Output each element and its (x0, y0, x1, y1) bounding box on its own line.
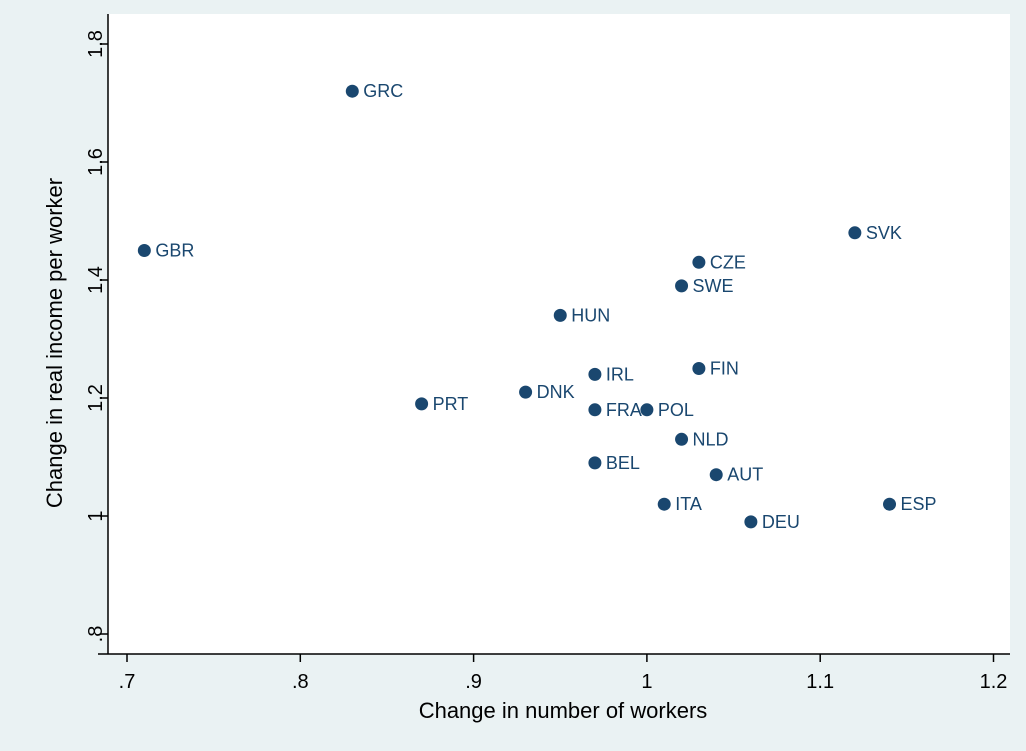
data-point-nld: NLD (675, 429, 729, 449)
data-point-fin: FIN (692, 359, 739, 379)
point-label: PRT (433, 394, 469, 414)
point-label: ITA (675, 494, 702, 514)
data-point-cze: CZE (692, 252, 746, 272)
point-marker (675, 279, 689, 293)
point-label: DEU (762, 512, 800, 532)
point-label: CZE (710, 252, 746, 272)
point-marker (744, 515, 758, 529)
point-marker (709, 468, 723, 482)
point-marker (519, 385, 533, 399)
point-marker (657, 497, 671, 511)
point-marker (553, 308, 567, 322)
point-marker (640, 403, 654, 417)
point-label: SWE (693, 276, 734, 296)
data-point-dnk: DNK (519, 382, 575, 402)
data-point-prt: PRT (415, 394, 468, 414)
data-point-esp: ESP (883, 494, 937, 514)
data-point-irl: IRL (588, 364, 634, 384)
point-marker (415, 397, 429, 411)
data-point-deu: DEU (744, 512, 800, 532)
x-axis-title: Change in number of workers (419, 698, 708, 723)
point-label: IRL (606, 364, 634, 384)
point-marker (588, 367, 602, 381)
y-tick-label: 1.8 (85, 30, 107, 58)
point-marker (588, 403, 602, 417)
y-axis-title: Change in real income per worker (42, 178, 67, 508)
plot-area (108, 14, 1010, 654)
data-point-bel: BEL (588, 453, 640, 473)
data-point-ita: ITA (657, 494, 702, 514)
point-marker (692, 362, 706, 375)
data-point-fra: FRA (588, 400, 642, 420)
y-tick-label: 1.2 (85, 384, 107, 412)
point-label: SVK (866, 223, 902, 243)
data-point-aut: AUT (709, 465, 763, 485)
point-label: FRA (606, 400, 642, 420)
point-marker (848, 226, 862, 240)
y-tick-label: 1.4 (85, 266, 107, 294)
data-point-svk: SVK (848, 223, 902, 243)
point-marker (692, 255, 706, 269)
point-marker (675, 432, 689, 446)
y-tick-label: 1.6 (85, 148, 107, 176)
point-label: BEL (606, 453, 640, 473)
point-label: POL (658, 400, 694, 420)
point-marker (137, 244, 151, 257)
data-point-swe: SWE (675, 276, 734, 296)
x-tick-label: 1.2 (980, 671, 1008, 693)
point-label: GRC (363, 81, 403, 101)
x-tick-label: .9 (465, 671, 482, 693)
point-marker (883, 497, 897, 511)
x-tick-label: .8 (292, 671, 309, 693)
x-tick-label: 1 (641, 671, 652, 693)
x-tick-label: .7 (119, 671, 136, 693)
point-label: FIN (710, 359, 739, 379)
data-point-gbr: GBR (137, 241, 194, 261)
point-label: GBR (155, 241, 194, 261)
data-point-grc: GRC (345, 81, 403, 101)
point-label: NLD (693, 429, 729, 449)
data-points: GRC GBR SVK CZE SWE HUN FIN IRL DNK PRT FRA POL NLD B… (137, 81, 937, 532)
y-ticks: .8 1 1.2 1.4 1.6 1.8 (85, 30, 108, 642)
y-tick-label: .8 (85, 626, 107, 643)
point-label: HUN (571, 305, 610, 325)
data-point-pol: POL (640, 400, 694, 420)
data-point-hun: HUN (553, 305, 610, 325)
point-label: AUT (727, 465, 763, 485)
point-label: ESP (901, 494, 937, 514)
y-tick-label: 1 (85, 510, 107, 521)
point-label: DNK (537, 382, 575, 402)
point-marker (588, 456, 602, 470)
point-marker (345, 84, 359, 98)
x-tick-label: 1.1 (806, 671, 834, 693)
x-ticks: .7 .8 .9 1 1.1 1.2 (119, 654, 1008, 693)
